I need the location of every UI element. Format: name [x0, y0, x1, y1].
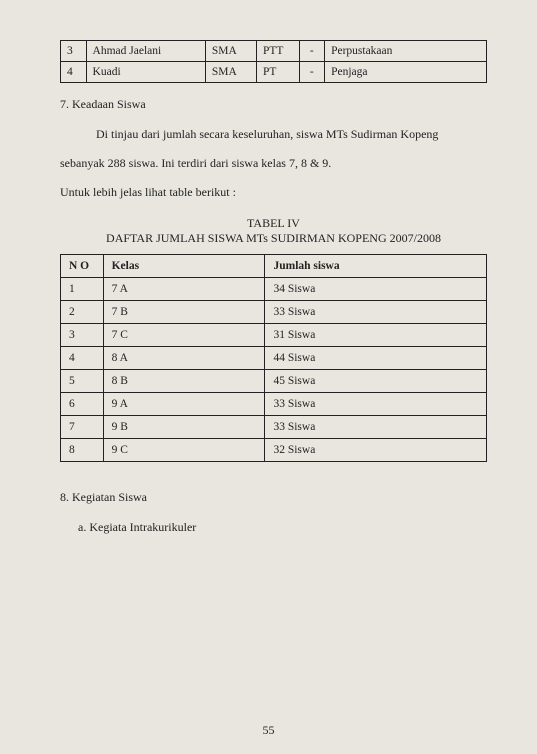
table-row: 8 9 C 32 Siswa [61, 438, 487, 461]
cell-no: 4 [61, 346, 104, 369]
cell-no: 1 [61, 277, 104, 300]
list-item: a. Kegiata Intrakurikuler [60, 515, 487, 540]
table-header-row: N O Kelas Jumlah siswa [61, 254, 487, 277]
header-kelas: Kelas [103, 254, 265, 277]
cell-no: 8 [61, 438, 104, 461]
student-count-table: N O Kelas Jumlah siswa 1 7 A 34 Siswa 2 … [60, 254, 487, 462]
paragraph: sebanyak 288 siswa. Ini terdiri dari sis… [60, 151, 487, 176]
cell-jumlah: 34 Siswa [265, 277, 487, 300]
cell-no: 6 [61, 392, 104, 415]
cell-no: 2 [61, 300, 104, 323]
cell-code: PTT [256, 41, 299, 62]
table-row: 1 7 A 34 Siswa [61, 277, 487, 300]
staff-table: 3 Ahmad Jaelani SMA PTT - Perpustakaan 4… [60, 40, 487, 83]
cell-kelas: 7 A [103, 277, 265, 300]
table-row: 6 9 A 33 Siswa [61, 392, 487, 415]
cell-kelas: 8 B [103, 369, 265, 392]
table-label: TABEL IV [60, 216, 487, 231]
section-8-heading: 8. Kegiatan Siswa [60, 490, 487, 505]
page: 3 Ahmad Jaelani SMA PTT - Perpustakaan 4… [0, 0, 537, 754]
cell-jumlah: 31 Siswa [265, 323, 487, 346]
cell-school: SMA [205, 41, 256, 62]
paragraph: Di tinjau dari jumlah secara keseluruhan… [60, 122, 487, 147]
cell-school: SMA [205, 62, 256, 83]
table-row: 3 Ahmad Jaelani SMA PTT - Perpustakaan [61, 41, 487, 62]
cell-kelas: 7 C [103, 323, 265, 346]
table-row: 7 9 B 33 Siswa [61, 415, 487, 438]
cell-no: 7 [61, 415, 104, 438]
cell-jumlah: 44 Siswa [265, 346, 487, 369]
cell-kelas: 8 A [103, 346, 265, 369]
cell-no: 3 [61, 323, 104, 346]
cell-dash: - [299, 41, 325, 62]
header-no: N O [61, 254, 104, 277]
cell-code: PT [256, 62, 299, 83]
section-7-heading: 7. Keadaan Siswa [60, 97, 487, 112]
cell-name: Ahmad Jaelani [86, 41, 205, 62]
table-row: 2 7 B 33 Siswa [61, 300, 487, 323]
page-number: 55 [0, 723, 537, 738]
cell-kelas: 7 B [103, 300, 265, 323]
cell-role: Penjaga [325, 62, 487, 83]
table-row: 5 8 B 45 Siswa [61, 369, 487, 392]
cell-jumlah: 45 Siswa [265, 369, 487, 392]
cell-jumlah: 33 Siswa [265, 415, 487, 438]
cell-jumlah: 33 Siswa [265, 300, 487, 323]
cell-dash: - [299, 62, 325, 83]
header-jumlah: Jumlah siswa [265, 254, 487, 277]
paragraph: Untuk lebih jelas lihat table berikut : [60, 180, 487, 205]
cell-no: 4 [61, 62, 87, 83]
cell-role: Perpustakaan [325, 41, 487, 62]
cell-kelas: 9 C [103, 438, 265, 461]
table-row: 4 Kuadi SMA PT - Penjaga [61, 62, 487, 83]
cell-no: 3 [61, 41, 87, 62]
cell-no: 5 [61, 369, 104, 392]
table-title: DAFTAR JUMLAH SISWA MTs SUDIRMAN KOPENG … [60, 231, 487, 246]
cell-kelas: 9 A [103, 392, 265, 415]
cell-jumlah: 33 Siswa [265, 392, 487, 415]
cell-jumlah: 32 Siswa [265, 438, 487, 461]
table-row: 4 8 A 44 Siswa [61, 346, 487, 369]
cell-name: Kuadi [86, 62, 205, 83]
table-row: 3 7 C 31 Siswa [61, 323, 487, 346]
cell-kelas: 9 B [103, 415, 265, 438]
